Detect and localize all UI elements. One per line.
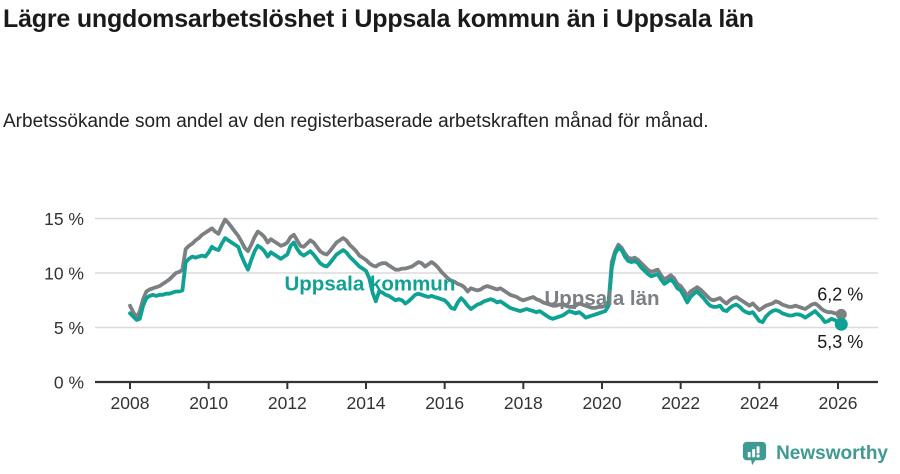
x-axis-tick-label: 2016 [425, 393, 464, 413]
x-axis-tick-label: 2008 [111, 393, 150, 413]
x-axis-tick-label: 2024 [740, 393, 779, 413]
series-end-dot [835, 308, 847, 320]
newsworthy-brand-name: Newsworthy [776, 442, 888, 464]
y-axis-tick-label: 5 % [54, 318, 84, 338]
series-name-label: Uppsala kommun [284, 272, 455, 295]
y-axis-tick-label: 0 % [54, 372, 84, 392]
series-name-label: Uppsala län [544, 287, 659, 310]
page-title: Lägre ungdomsarbetslöshet i Uppsala komm… [3, 5, 754, 33]
x-axis-tick-label: 2014 [347, 393, 386, 413]
x-axis-tick-label: 2010 [189, 393, 228, 413]
chart-subtitle: Arbetssökande som andel av den registerb… [3, 111, 709, 132]
x-axis-tick-label: 2022 [661, 393, 700, 413]
y-axis-tick-label: 10 % [44, 263, 84, 283]
series-end-dot [834, 317, 848, 331]
series-end-value-label: 5,3 % [817, 332, 863, 352]
series-end-value-label: 6,2 % [817, 284, 863, 304]
series-line-uppsala-l-n [128, 217, 844, 320]
x-axis-tick-label: 2012 [268, 393, 307, 413]
newsworthy-attribution[interactable]: Newsworthy [740, 439, 888, 468]
newsworthy-logo-icon [742, 441, 767, 466]
x-axis-tick-label: 2026 [819, 393, 858, 413]
x-axis-tick-label: 2020 [583, 393, 622, 413]
x-axis-tick-label: 2018 [504, 393, 543, 413]
series-line-uppsala-kommun [128, 236, 844, 327]
y-axis-tick-label: 15 % [44, 209, 84, 229]
